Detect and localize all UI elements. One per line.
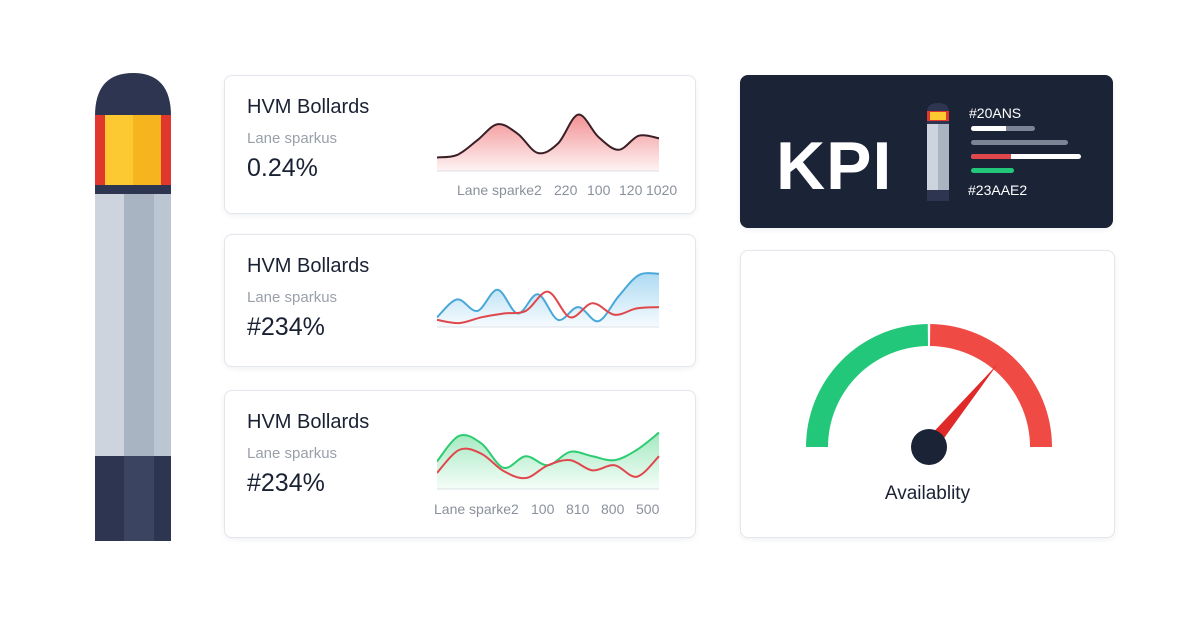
card-title: HVM Bollards [247,255,370,277]
sparkline-line [437,113,660,159]
axis-label: 100 [587,182,611,198]
card-title: HVM Bollards [247,96,370,118]
kpi-code-top: #20ANS [969,105,1022,121]
axis-label: 810 [566,501,590,517]
sparkline-line [437,290,660,325]
kpi-progress-fill [971,168,1014,173]
sparkline-area [437,114,659,171]
axis-label: 800 [601,501,625,517]
kpi-progress-bar [971,140,1068,145]
availability-gauge [806,324,1052,465]
card-value: 0.24% [247,154,318,182]
card-value: #234% [247,469,325,497]
gauge-good-segment [806,324,928,447]
kpi-label: KPI [776,128,893,204]
gauge-bad-segment [930,324,1052,447]
axis-label: 1020 [646,182,678,198]
gauge-needle [923,363,998,452]
kpi-progress-bar [971,126,1035,131]
gauge-hub [911,429,947,465]
kpi-progress-fill [971,126,1007,131]
sparkline-line [437,447,660,480]
bollard-illustration [95,73,171,541]
card-subtitle: Lane sparkus [247,130,338,147]
metric-card-1: HVM Bollards Lane sparkus 0.24% Lane spa… [224,75,696,214]
card-subtitle: Lane sparkus [247,289,338,306]
kpi-card: KPI #20ANS #23AAE2 [740,75,1113,228]
axis-label: Lane sparke2 [457,182,542,198]
gauge-card: Availablity [740,250,1115,538]
sparkline-area [437,273,659,327]
metric-card-2: HVM Bollards Lane sparkus #234% [224,234,696,367]
axis-label: 220 [554,182,578,198]
kpi-code-bottom: #23AAE2 [968,182,1028,198]
axis-label: 120 [619,182,643,198]
card-value: #234% [247,313,325,341]
card-title: HVM Bollards [247,411,370,433]
sparkline-line [437,272,660,323]
bollard-icon [927,103,949,201]
axis-label: 100 [531,501,555,517]
sparkline-chart [437,431,660,490]
kpi-progress-fill [971,154,1011,159]
gauge-label: Availablity [884,483,971,504]
metric-card-3: HVM Bollards Lane sparkus #234% Lane spa… [224,390,696,538]
sparkline-chart [437,113,660,172]
sparkline-area [437,432,659,489]
axis-label: 500 [636,501,660,517]
kpi-progress-bar [971,154,1081,159]
kpi-progress-bar [971,168,1014,173]
axis-label: Lane sparke2 [434,501,519,517]
sparkline-chart [437,272,660,328]
card-subtitle: Lane sparkus [247,445,338,462]
